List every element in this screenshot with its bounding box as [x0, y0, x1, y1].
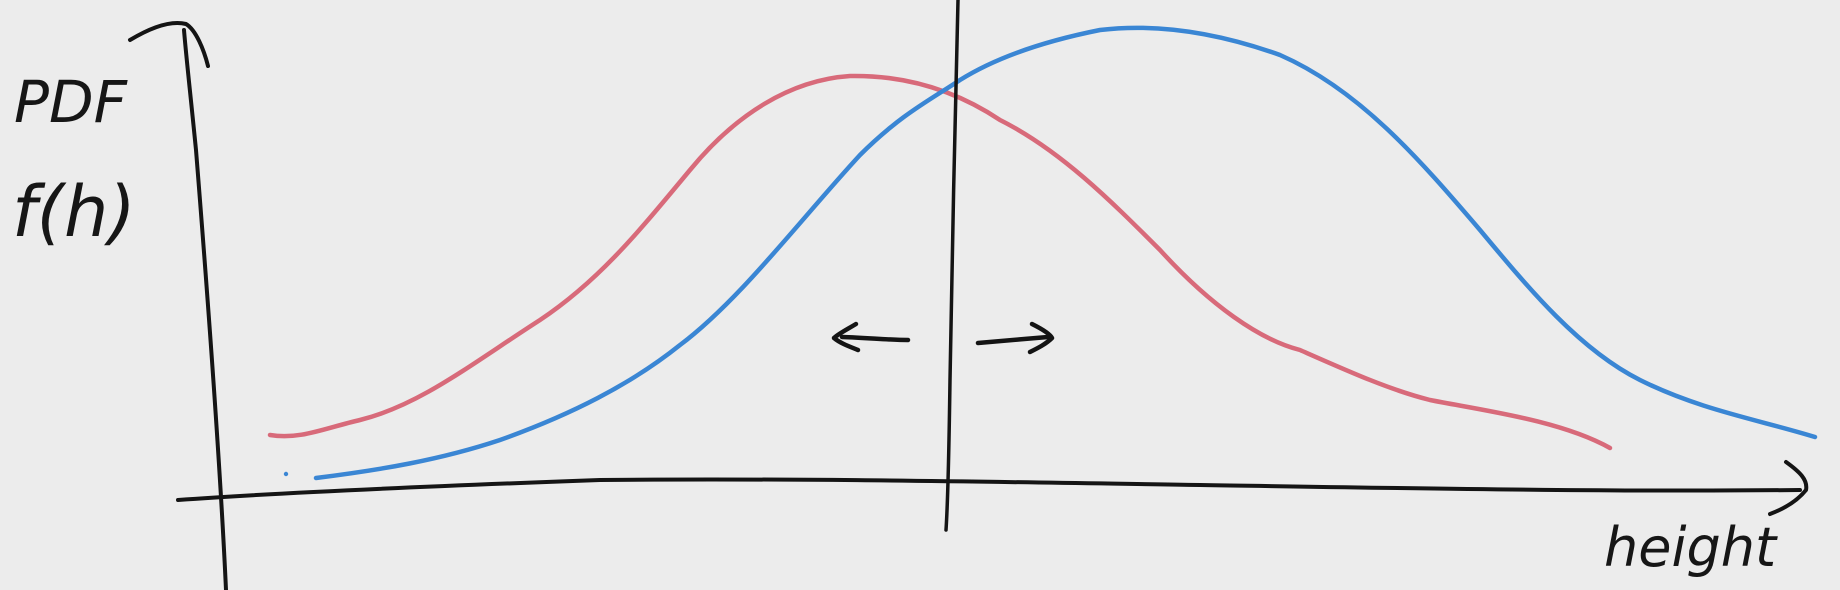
- y-axis-line: [182, 28, 228, 590]
- x-axis-arrowhead: [1768, 460, 1809, 516]
- y-axis-label-pdf: PDF: [14, 68, 129, 136]
- blue-distribution-curve: [313, 25, 1818, 481]
- left-shift-arrow: [831, 321, 911, 353]
- right-shift-arrow: [975, 321, 1055, 355]
- vertical-divider-line: [944, 0, 960, 532]
- blue-dot: [283, 471, 289, 477]
- red-distribution-curve: [267, 73, 1613, 451]
- y-axis-label-fh: f(h): [12, 171, 136, 253]
- y-axis-arrowhead: [128, 21, 210, 68]
- x-axis-line: [176, 477, 1802, 502]
- x-axis-label-height: height: [1604, 516, 1778, 579]
